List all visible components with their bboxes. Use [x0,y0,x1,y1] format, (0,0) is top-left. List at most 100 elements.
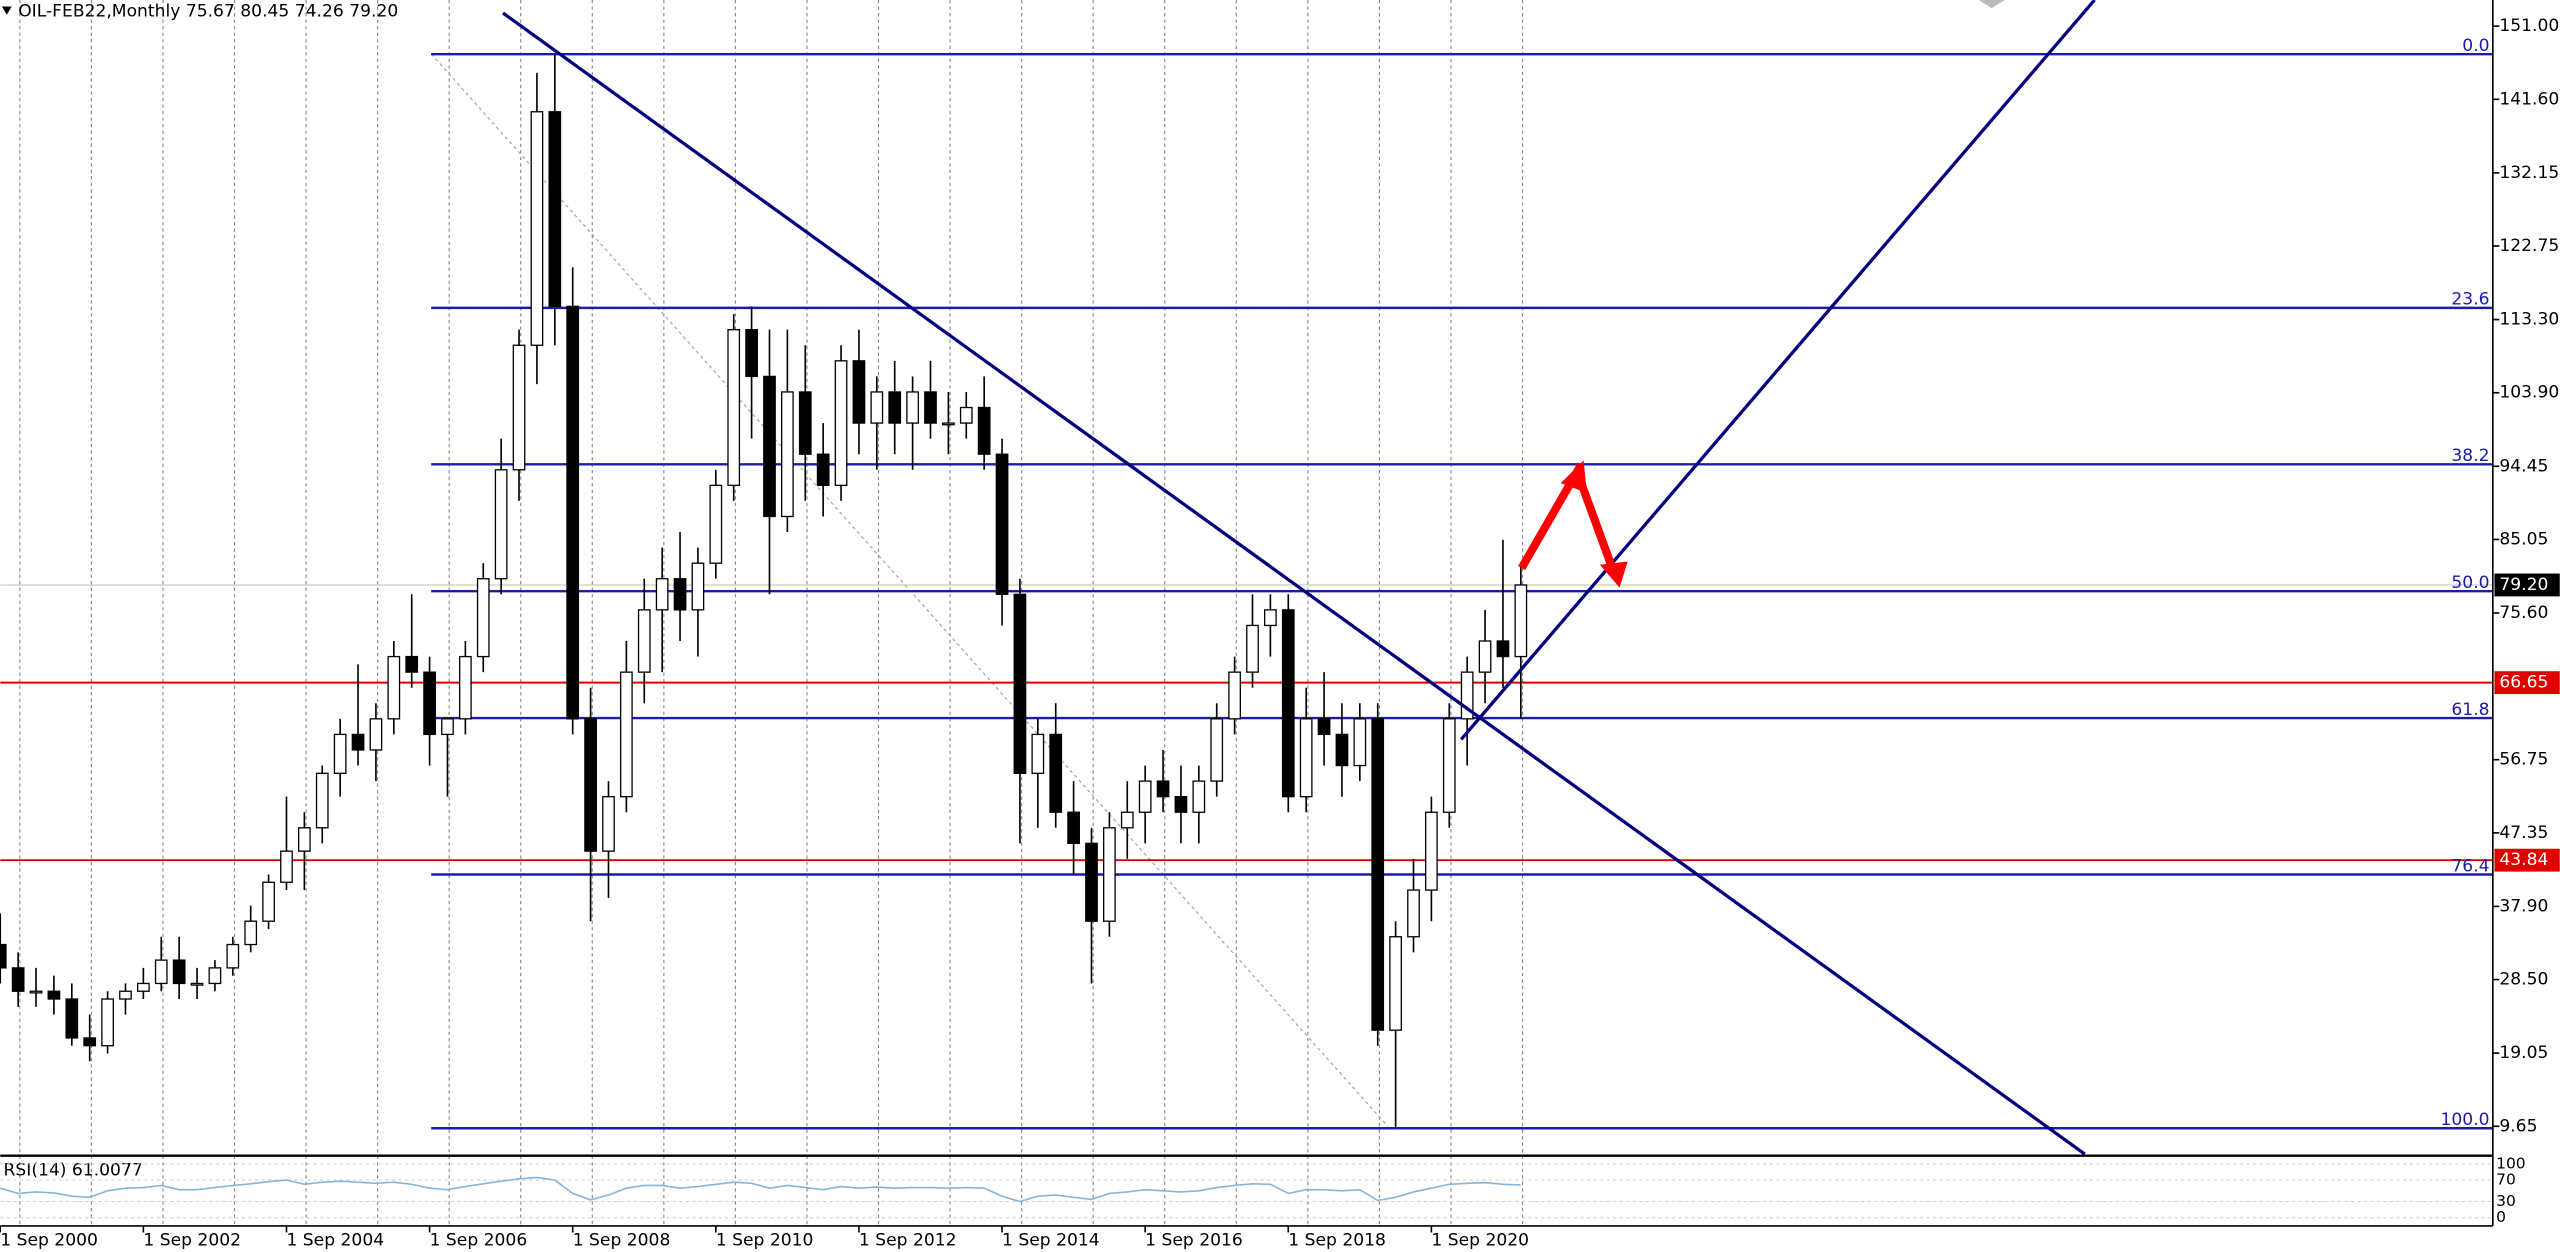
candle-body [727,329,741,486]
candle-body [566,305,580,720]
candle-body [387,655,401,720]
candle-body [834,360,848,486]
candle-body [995,453,1009,595]
candle-body [1425,811,1438,891]
fib-level-label: 76.4 [2451,856,2489,876]
candle-body [441,718,454,736]
x-tick-label: 1 Sep 2006 [430,1231,528,1251]
candle-body [1228,671,1241,720]
candle-body [29,990,43,994]
candle-body [655,578,669,611]
y-tick-label: 103.90 [2499,383,2559,403]
y-tick-label: 75.60 [2499,603,2548,623]
y-tick-label: 94.45 [2499,456,2548,476]
candle-body [1246,624,1259,673]
drawings [502,0,2096,1156]
x-tick-label: 1 Sep 2018 [1288,1231,1386,1251]
candle-body [620,671,633,798]
candle-body [1174,796,1188,813]
candle-body [190,982,204,986]
candle-body [1013,593,1027,774]
candle-body [405,655,419,673]
y-tick-label: 56.75 [2499,750,2548,770]
fib-level-label: 0.0 [2462,36,2489,56]
candle-body [584,718,597,852]
up-trendline [1459,0,2096,741]
last-price-box [2494,573,2560,597]
red-arrow-head [1599,561,1628,588]
x-tick-label: 1 Sep 2012 [859,1231,957,1251]
candle-body [888,391,902,424]
y-tick-label: 141.60 [2499,89,2559,109]
candle-body [1281,609,1295,798]
rsi-tick-label: 30 [2496,1192,2516,1210]
candle-body [1496,640,1510,658]
candle-body [530,111,544,346]
rsi-title: RSI(14) 61.0077 [4,1160,143,1180]
candle-body [1389,936,1402,1031]
last-price-label: 79.20 [2499,575,2548,595]
candle-body [959,406,973,424]
red-arrow-head [1560,460,1587,493]
candle-body [942,422,955,426]
candle-body [691,562,705,611]
y-tick-label: 28.50 [2499,970,2548,990]
candle-body [1103,827,1116,922]
candle-body [476,578,490,658]
x-tick-label: 1 Sep 2014 [1002,1231,1100,1251]
y-tick-label: 113.30 [2499,310,2559,330]
y-tick-label: 37.90 [2499,896,2548,916]
chart-title: OIL-FEB22,Monthly 75.67 80.45 74.26 79.2… [18,1,398,21]
x-tick-label: 1 Sep 2008 [573,1231,671,1251]
candle-body [1156,780,1170,798]
grid [0,0,2493,1226]
candle-body [423,671,436,736]
candle-body [548,111,562,307]
candle-body [1192,780,1206,813]
menu-triangle [1,6,12,15]
y-tick-label: 132.15 [2499,163,2559,183]
candle-body [602,796,615,852]
candle-body [136,982,150,992]
level-price-label: 66.65 [2499,673,2548,693]
candle-body [262,881,275,922]
level-price-box [2494,671,2560,695]
candle-body [1031,733,1045,774]
fib-level-label: 23.6 [2451,290,2489,310]
candle-body [1478,640,1492,673]
candle-body [977,406,991,455]
candle-body [709,484,723,564]
rsi-tick-label: 0 [2496,1208,2506,1226]
candle-body [798,391,812,455]
candle-body [1317,718,1331,736]
candle-body [763,375,776,518]
down-trendline [502,11,2086,1156]
candle-body [1299,718,1313,798]
candle-body [315,772,329,829]
candle-body [1353,718,1367,767]
candle-body [459,655,472,720]
candle-body [816,453,830,486]
fib-level-label: 61.8 [2451,700,2489,720]
candle-body [673,578,687,611]
candle-body [351,733,365,751]
level-price-box [2494,848,2560,872]
candle-body [1049,733,1063,813]
candle-body [1067,811,1080,845]
candle-body [172,959,186,985]
fib-level-label: 38.2 [2451,446,2489,466]
candle-body [208,967,222,985]
candle-body [1138,780,1152,813]
candle-body [101,998,114,1047]
x-tick-label: 1 Sep 2020 [1431,1231,1529,1251]
marker [1978,0,2005,9]
x-tick-label: 1 Sep 2016 [1145,1231,1243,1251]
fib-level-label: 100.0 [2441,1110,2490,1130]
candle-body [781,391,794,518]
y-tick-label: 47.35 [2499,823,2548,843]
candle-body [870,391,884,424]
candle-body [226,943,240,969]
rsi-tick-label: 100 [2496,1154,2526,1172]
candle-body [1085,842,1098,922]
